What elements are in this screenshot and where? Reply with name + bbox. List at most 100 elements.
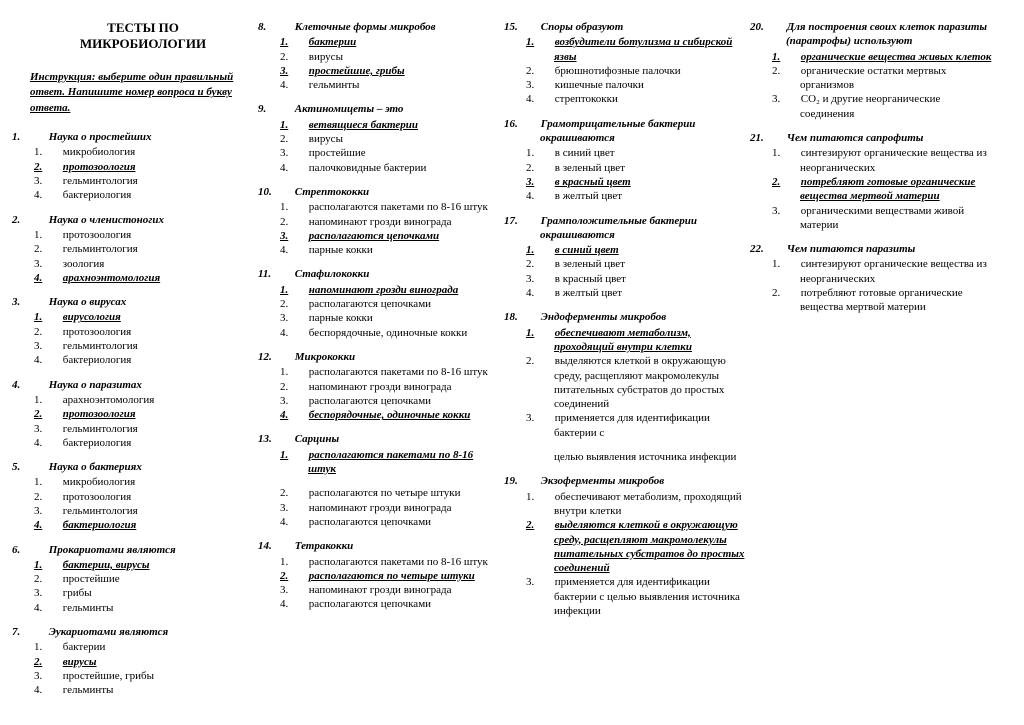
option: 2. протозоология: [62, 160, 256, 174]
option: 2. потребляют готовые органические вещес…: [800, 175, 994, 204]
option-text: в красный цвет: [555, 176, 631, 188]
question-header: 22. Чем питаются паразиты: [786, 242, 994, 256]
option: 4. располагаются цепочками: [308, 597, 502, 611]
option: 1. обеспечивают метаболизм, проходящий в…: [554, 490, 748, 519]
question: 6. Прокариотами являются1. бактерии, вир…: [30, 543, 256, 615]
question: 21. Чем питаются сапрофиты1. синтезируют…: [768, 131, 994, 232]
option-number: 2.: [294, 380, 306, 394]
options-list: 1. синтезируют органические вещества из …: [786, 146, 994, 232]
option: 4. беспорядочные, одиночные кокки: [308, 326, 502, 340]
option-number: 1.: [48, 558, 60, 572]
option-text: синтезируют органические вещества из нео…: [800, 147, 987, 173]
question: 4. Наука о паразитах1. арахноэнтомология…: [30, 378, 256, 450]
option-text: ветвящиеся бактерии: [309, 119, 418, 131]
option: 4. бактериология: [62, 436, 256, 450]
option: 4. бактериология: [62, 353, 256, 367]
option: 4. бактериология: [62, 188, 256, 202]
option-text: гельминтология: [63, 505, 138, 517]
question-number: 3.: [30, 295, 46, 309]
option: 1. синтезируют органические вещества из …: [800, 257, 994, 286]
option-number: 1.: [540, 490, 552, 504]
option-number: 2.: [48, 407, 60, 421]
option-number: 4.: [48, 683, 60, 697]
option: 3. напоминают грозди винограда: [308, 501, 502, 515]
option: 2. вирусы: [308, 50, 502, 64]
option-number: 4.: [294, 597, 306, 611]
option-text: парные кокки: [309, 312, 373, 324]
question-number: 11.: [276, 267, 292, 281]
option-number: 4.: [48, 188, 60, 202]
option: 4. гельминты: [62, 601, 256, 615]
option-number: 3.: [294, 146, 306, 160]
option-text: выделяются клеткой в окружающую среду, р…: [554, 519, 744, 574]
option-text: возбудители ботулизма и сибирской язвы: [554, 36, 732, 62]
option-number: 3.: [48, 174, 60, 188]
question-header: 10. Стрептококки: [294, 185, 502, 199]
option: 3. кишечные палочки: [554, 78, 748, 92]
option-text: располагаются цепочками: [309, 395, 431, 407]
option-number: 1.: [294, 448, 306, 462]
option-number: 3.: [540, 575, 552, 589]
option-number: 3.: [48, 257, 60, 271]
option-number: 4.: [294, 161, 306, 175]
option-number: 2.: [294, 50, 306, 64]
question-header: 8. Клеточные формы микробов: [294, 20, 502, 34]
option-text: напоминают грозди винограда: [309, 381, 452, 393]
option: 2. потребляют готовые органические вещес…: [800, 286, 994, 315]
option-text: бактериология: [63, 519, 137, 531]
option-text: в красный цвет: [555, 273, 626, 285]
option: 1. в синий цвет: [554, 243, 748, 257]
option-number: 2.: [48, 490, 60, 504]
option-text: микробиология: [63, 476, 135, 488]
option-text: применяется для идентификации бактерии с: [554, 412, 710, 438]
question: 22. Чем питаются паразиты1. синтезируют …: [768, 242, 994, 314]
option-text: протозоология: [63, 326, 132, 338]
option: 2. протозоология: [62, 407, 256, 421]
option-number: 3.: [786, 92, 798, 106]
question-number: 22.: [768, 242, 784, 256]
option-number: 2.: [540, 257, 552, 271]
question-header: 14. Тетракокки: [294, 539, 502, 553]
option: 3. грибы: [62, 586, 256, 600]
options-list: 1. протозоология2. гельминтология3. зоол…: [48, 228, 256, 285]
question: 11. Стафилококки1. напоминают грозди вин…: [276, 267, 502, 339]
option-number: 4.: [540, 286, 552, 300]
options-list: 1. располагаются пакетами по 8-16 штук2.…: [294, 555, 502, 612]
option-number: 1.: [786, 257, 798, 271]
option-number: 4.: [294, 326, 306, 340]
option: 1. бактерии: [308, 35, 502, 49]
option-number: 1.: [294, 35, 306, 49]
option: 2. гельминтология: [62, 242, 256, 256]
question: 12. Микрококки1. располагаются пакетами …: [276, 350, 502, 422]
option-text: вирусы: [309, 51, 343, 63]
option-number: 4.: [294, 515, 306, 529]
option: 2. в зеленый цвет: [554, 257, 748, 271]
options-list: 1. располагаются пакетами по 8-16 штук2.…: [294, 200, 502, 257]
option-text: располагаются цепочками: [309, 598, 431, 610]
option: 1. микробиология: [62, 145, 256, 159]
option-text: грибы: [63, 587, 92, 599]
option-text: кишечные палочки: [555, 79, 644, 91]
option-text: располагаются цепочками: [309, 230, 439, 242]
option: 2. в зеленый цвет: [554, 161, 748, 175]
question-number: 1.: [30, 130, 46, 144]
question: 20. Для построения своих клеток паразиты…: [768, 20, 994, 121]
option-number: 1.: [294, 200, 306, 214]
options-list: 1. вирусология2. протозоология3. гельмин…: [48, 310, 256, 367]
option-text: обеспечивают метаболизм, проходящий внут…: [554, 327, 692, 353]
options-list: 1. напоминают грозди винограда2. распола…: [294, 283, 502, 340]
question: 14. Тетракокки 1. располагаются пакетами …: [276, 539, 502, 611]
option-number: 2.: [48, 325, 60, 339]
question-number: 14.: [276, 539, 292, 553]
option: 3. применяется для идентификации бактери…: [554, 575, 748, 618]
option: 1. располагаются пакетами по 8-16 штук: [308, 200, 502, 214]
option-text: простейшие: [309, 147, 366, 159]
option-number: 3.: [294, 64, 306, 78]
question-number: 18.: [522, 310, 538, 324]
option: 1. микробиология: [62, 475, 256, 489]
option: 2. вирусы: [308, 132, 502, 146]
option-number: 1.: [540, 146, 552, 160]
option: 1. напоминают грозди винограда: [308, 283, 502, 297]
options-list: 1. в синий цвет2. в зеленый цвет3. в кра…: [540, 243, 748, 300]
option-text: выделяются клеткой в окружающую среду, р…: [554, 355, 726, 410]
